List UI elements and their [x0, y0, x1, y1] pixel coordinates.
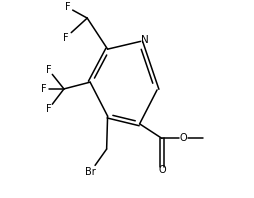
- Text: F: F: [46, 104, 51, 114]
- Text: O: O: [158, 165, 166, 175]
- Text: F: F: [46, 65, 51, 74]
- Text: N: N: [141, 35, 149, 45]
- Text: F: F: [65, 2, 71, 12]
- Text: F: F: [63, 32, 69, 43]
- Text: F: F: [41, 84, 46, 94]
- Text: Br: Br: [85, 167, 96, 177]
- Text: O: O: [180, 133, 187, 143]
